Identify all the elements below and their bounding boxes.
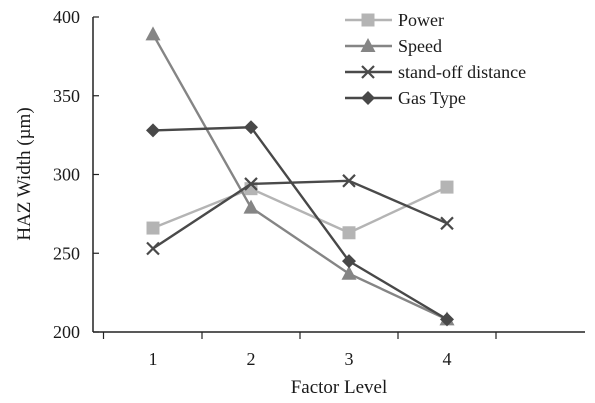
data-point-power	[146, 221, 160, 235]
x-axis-ticks: 1 2 3 4	[102, 332, 497, 369]
data-point-gas-type	[146, 123, 160, 138]
data-point-stand-off-distance	[146, 241, 160, 256]
legend-item-speed: Speed	[345, 36, 442, 56]
y-tick-label: 200	[53, 322, 80, 342]
x-tick-label: 3	[345, 349, 354, 369]
data-point-speed	[243, 199, 259, 214]
legend-label: Gas Type	[398, 88, 466, 108]
legend-label: stand-off distance	[398, 62, 526, 82]
x-tick-label: 1	[149, 349, 158, 369]
series-line-gas-type	[152, 126, 448, 321]
data-point-gas-type	[342, 254, 356, 269]
y-tick-label: 300	[53, 165, 80, 185]
series-line-speed	[151, 33, 448, 321]
series-stand-off-distance	[146, 174, 454, 256]
series-layer	[145, 26, 455, 327]
data-point-speed	[341, 265, 357, 280]
series-power	[146, 180, 454, 240]
x-tick-label: 4	[443, 349, 452, 369]
data-point-power	[440, 180, 454, 194]
legend: Power Speed stand-off distance Gas Type	[345, 10, 526, 108]
legend-item-stand-off-distance: stand-off distance	[345, 62, 526, 82]
legend-marker	[360, 38, 376, 52]
series-line-stand-off-distance	[152, 179, 448, 250]
x-tick-label: 2	[247, 349, 256, 369]
series-line-power	[152, 186, 448, 235]
legend-marker	[361, 13, 375, 27]
data-point-stand-off-distance	[244, 177, 258, 191]
legend-item-gas-type: Gas Type	[345, 88, 466, 108]
x-axis-title: Factor Level	[291, 377, 388, 398]
data-point-stand-off-distance	[342, 174, 356, 188]
y-tick-label: 400	[53, 7, 80, 27]
data-point-gas-type	[244, 120, 258, 135]
data-point-speed	[145, 26, 161, 41]
legend-item-power: Power	[345, 10, 444, 30]
y-tick-label: 250	[53, 243, 80, 263]
legend-label: Speed	[398, 36, 442, 56]
y-axis-title: HAZ Width (µm)	[14, 107, 35, 240]
data-point-stand-off-distance	[440, 216, 454, 231]
legend-marker	[361, 65, 375, 79]
data-point-power	[342, 226, 356, 240]
series-gas-type	[146, 120, 454, 327]
y-tick-label: 350	[53, 86, 80, 106]
legend-marker	[361, 91, 375, 105]
data-point-gas-type	[440, 312, 454, 327]
legend-label: Power	[398, 10, 444, 30]
y-axis-ticks: 200 250 300 350 400	[53, 7, 99, 342]
